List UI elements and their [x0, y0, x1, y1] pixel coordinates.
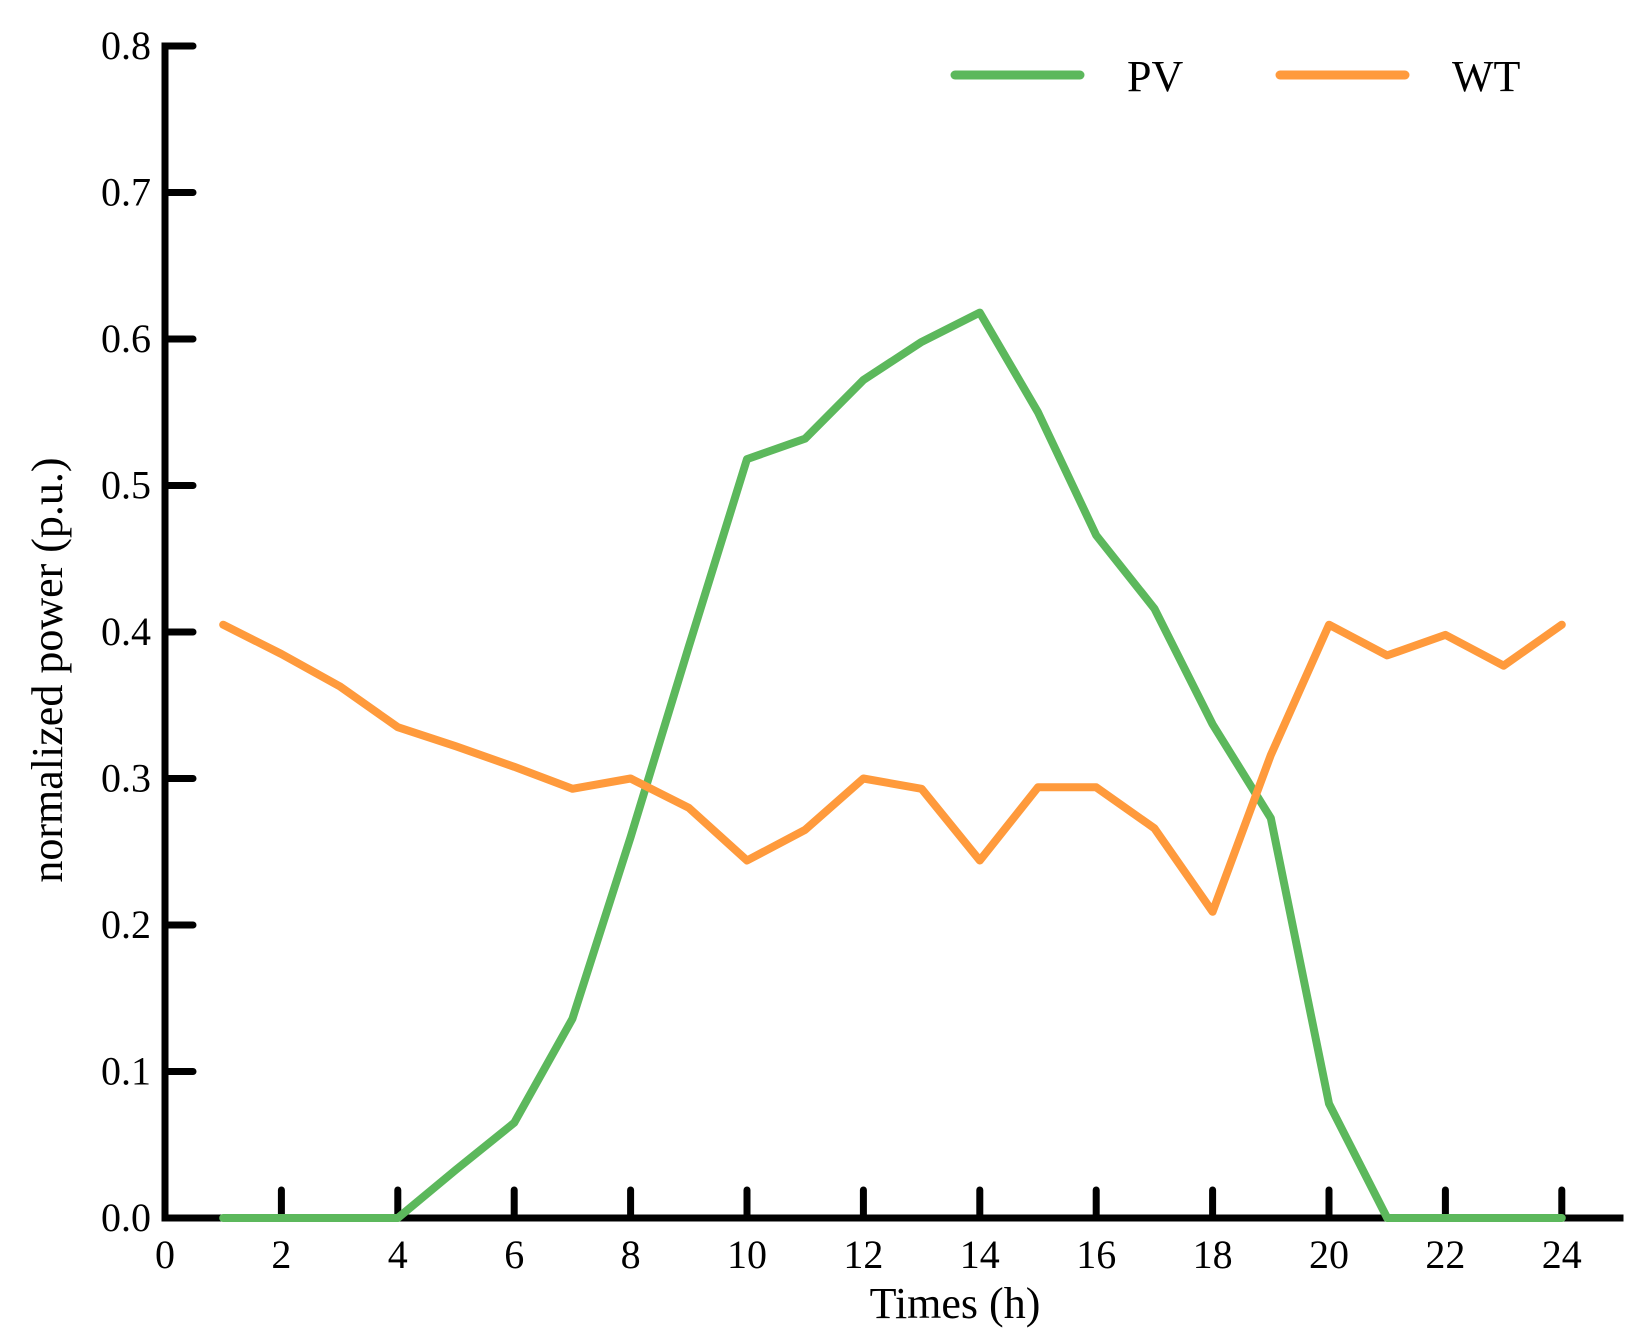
legend: PV WT: [950, 52, 1521, 101]
x-tick-label: 10: [727, 1232, 767, 1277]
legend-label-pv: PV: [1127, 52, 1183, 101]
y-tick-label: 0.3: [101, 756, 151, 801]
x-tick-label: 8: [621, 1232, 641, 1277]
y-tick-label: 0.1: [101, 1049, 151, 1094]
y-tick-label: 0.7: [101, 170, 151, 215]
x-tick-label: 6: [504, 1232, 524, 1277]
y-tick-label: 0.8: [101, 23, 151, 68]
series-line-pv: [219, 308, 1566, 1222]
y-tick-label: 0.5: [101, 463, 151, 508]
legend-label-wt: WT: [1452, 52, 1521, 101]
x-tick-label: 24: [1542, 1232, 1582, 1277]
y-axis-title: normalized power (p.u.): [23, 457, 72, 882]
x-tick-label: 2: [271, 1232, 291, 1277]
x-tick-label: 0: [155, 1232, 175, 1277]
x-tick-label: 14: [960, 1232, 1000, 1277]
y-tick-label: 0.2: [101, 902, 151, 947]
x-tick-label: 22: [1425, 1232, 1465, 1277]
x-tick-label: 20: [1309, 1232, 1349, 1277]
x-axis-title: Times (h): [870, 1279, 1041, 1328]
y-tick-label: 0.6: [101, 316, 151, 361]
axes: [161, 42, 1624, 1222]
x-tick-label: 16: [1076, 1232, 1116, 1277]
x-tick-label: 18: [1193, 1232, 1233, 1277]
x-tick-label: 12: [843, 1232, 883, 1277]
series-lines: [219, 308, 1566, 1222]
x-tick-label: 4: [388, 1232, 408, 1277]
series-line-wt: [219, 620, 1566, 916]
ticks: 0.00.10.20.30.40.50.60.70.80 2 4 6 8 10 12 14 16…: [101, 23, 1582, 1277]
y-tick-label: 0.0: [101, 1195, 151, 1240]
y-tick-label: 0.4: [101, 609, 151, 654]
